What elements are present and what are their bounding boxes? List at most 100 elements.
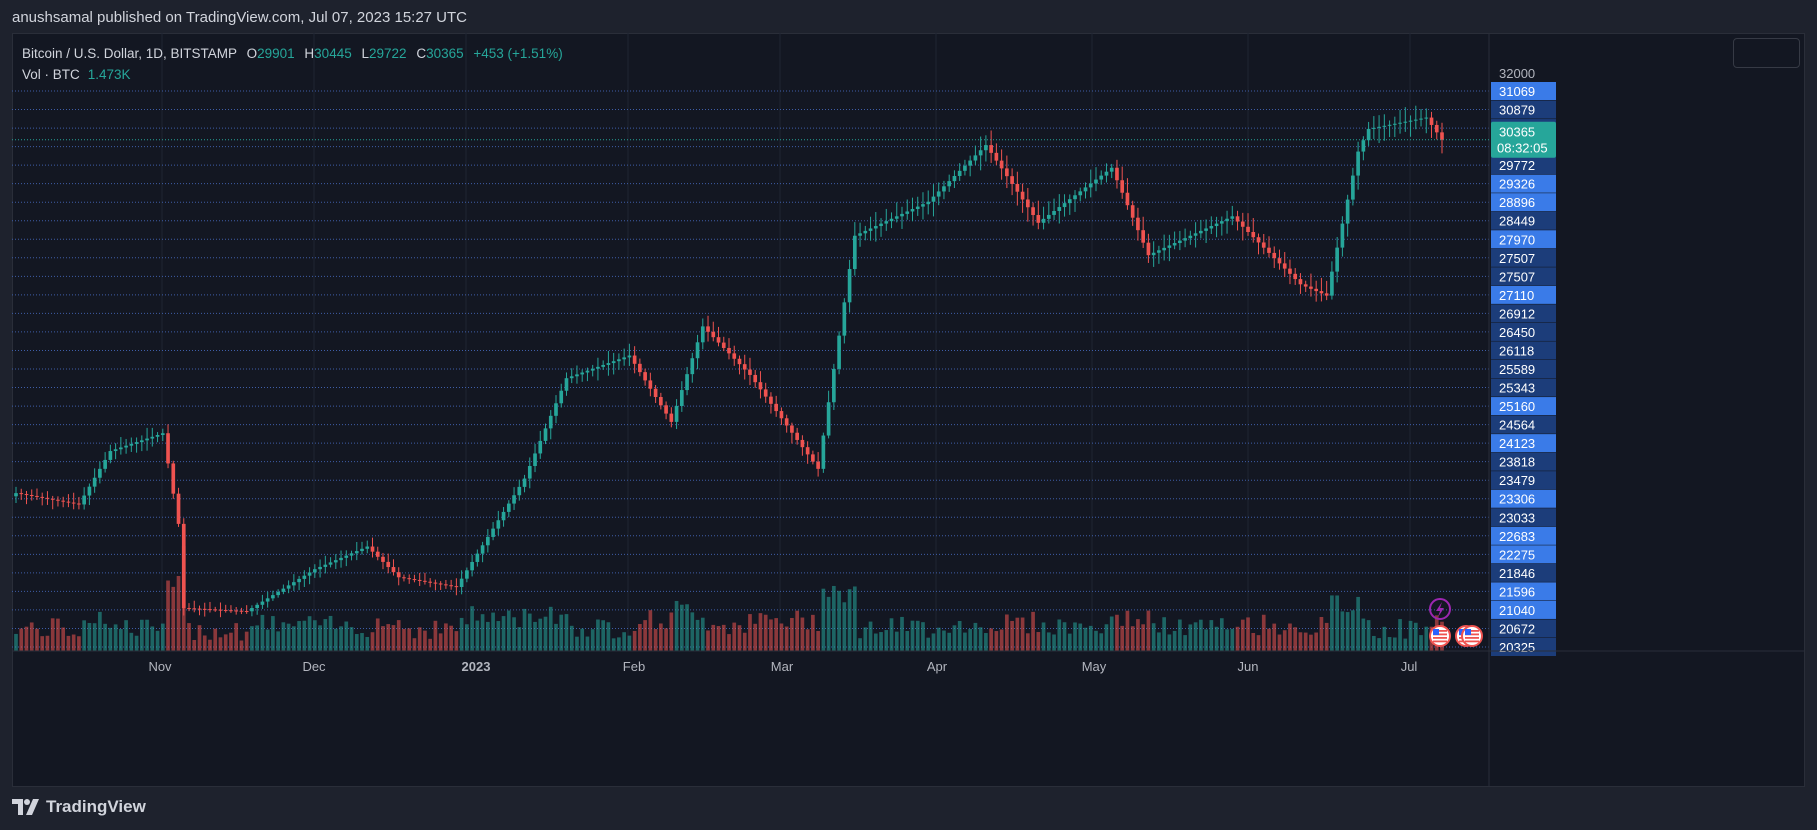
candle-body [150, 436, 155, 439]
candle-body [763, 389, 768, 397]
price-level-label-bg [1491, 582, 1556, 601]
candle-body [124, 445, 128, 448]
candle-body [292, 582, 296, 586]
flag-stripe [1433, 637, 1447, 639]
candle-body [423, 580, 427, 582]
volume-bar [433, 620, 438, 651]
volume-bar [318, 625, 322, 651]
price-level-label-bg [1491, 397, 1556, 416]
volume-bar [1303, 632, 1308, 651]
volume-bar [784, 626, 789, 651]
price-level-text: 26118 [1499, 343, 1534, 358]
candle-body [947, 181, 952, 187]
candle-body [14, 493, 18, 497]
volume-bar [124, 620, 128, 651]
candle-body [632, 355, 637, 364]
volume-bar [307, 616, 312, 651]
volume-bar [66, 635, 71, 651]
candle-body [255, 604, 259, 609]
price-level-label: 23479 [1491, 471, 1556, 490]
volume-bar [873, 633, 878, 651]
candle-body [1419, 118, 1423, 120]
flash-bolt [1436, 602, 1444, 617]
candle-body [1345, 199, 1350, 224]
volume-bar [1340, 611, 1345, 651]
candle-body [984, 145, 988, 151]
volume-bar [1125, 610, 1130, 651]
price-level-text: 27507 [1499, 269, 1535, 284]
candle-body [695, 342, 700, 359]
volume-bar [312, 620, 317, 651]
candle-body [1031, 207, 1035, 216]
candle-body [1319, 291, 1324, 294]
candle-body [674, 405, 679, 422]
candle-body [192, 608, 197, 610]
candle-body [1136, 217, 1140, 231]
volume-bar [721, 624, 726, 651]
time-axis: Nov Dec 2023 Feb Mar Apr May Jun Jul [12, 650, 1805, 674]
candle-body [381, 556, 385, 562]
volume-bar [328, 615, 333, 651]
volume-bar [936, 627, 941, 651]
volume-bar [716, 626, 721, 651]
volume-bar [192, 639, 197, 651]
volume-bar [360, 633, 364, 651]
volume-bar [816, 630, 820, 651]
price-level-label: 22275 [1491, 545, 1556, 564]
tradingview-logo[interactable]: TradingView [12, 797, 146, 817]
volume-bar [989, 628, 993, 651]
volume-bar [1057, 619, 1062, 651]
price-level-text: 22683 [1499, 529, 1535, 544]
candle-body [82, 495, 86, 505]
candle-body [323, 564, 328, 567]
volume-bar [596, 619, 600, 651]
candle-body [160, 433, 165, 436]
volume-bar [1267, 628, 1271, 651]
volume-bar [590, 629, 595, 651]
candle-body [234, 610, 239, 612]
volume-bar [134, 635, 139, 651]
volume-bar [915, 620, 920, 651]
candle-body [1010, 176, 1014, 184]
candle-body [769, 396, 773, 404]
candle-body [260, 601, 265, 605]
volume-bar [543, 616, 548, 651]
scale-settings-button[interactable] [1733, 38, 1800, 68]
candle-body [108, 451, 113, 460]
candle-body [244, 611, 249, 613]
candle-body [858, 233, 862, 236]
candle-body [1309, 286, 1313, 289]
candle-body [40, 496, 45, 498]
price-chart[interactable]: 3106930879303103015229772293262889628449… [12, 33, 1805, 787]
current-price-value: 30365 [1499, 125, 1535, 140]
volume-bar [648, 610, 653, 651]
volume-bar [795, 610, 799, 651]
candle-body [1057, 207, 1062, 211]
volume-bar [375, 618, 380, 651]
volume-bar [973, 622, 978, 651]
candle-body [1256, 237, 1261, 243]
candle-body [1293, 273, 1298, 280]
volume-bar [506, 610, 511, 651]
candle-body [1188, 235, 1193, 239]
volume-bar [638, 623, 642, 651]
legend-high-label: H [304, 46, 315, 61]
candle-body [229, 610, 233, 612]
candle-body [905, 211, 910, 214]
volume-bar [674, 600, 679, 651]
candle-body [1361, 140, 1366, 152]
candle-body [1036, 215, 1041, 223]
candle-body [302, 575, 307, 579]
volume-bar [1115, 614, 1119, 651]
volume-bar [475, 620, 480, 651]
volume-bar [171, 586, 176, 651]
volume-bar [1413, 622, 1418, 651]
volume-bar [1214, 626, 1219, 651]
volume-bar [748, 614, 752, 651]
price-level-label-bg [1491, 211, 1556, 230]
price-level-label-bg [1491, 378, 1556, 397]
time-tick-label: Mar [771, 659, 794, 674]
volume-bar [1261, 614, 1266, 651]
legend-volume-value: 1.473K [87, 67, 131, 82]
volume-bar [622, 632, 626, 651]
